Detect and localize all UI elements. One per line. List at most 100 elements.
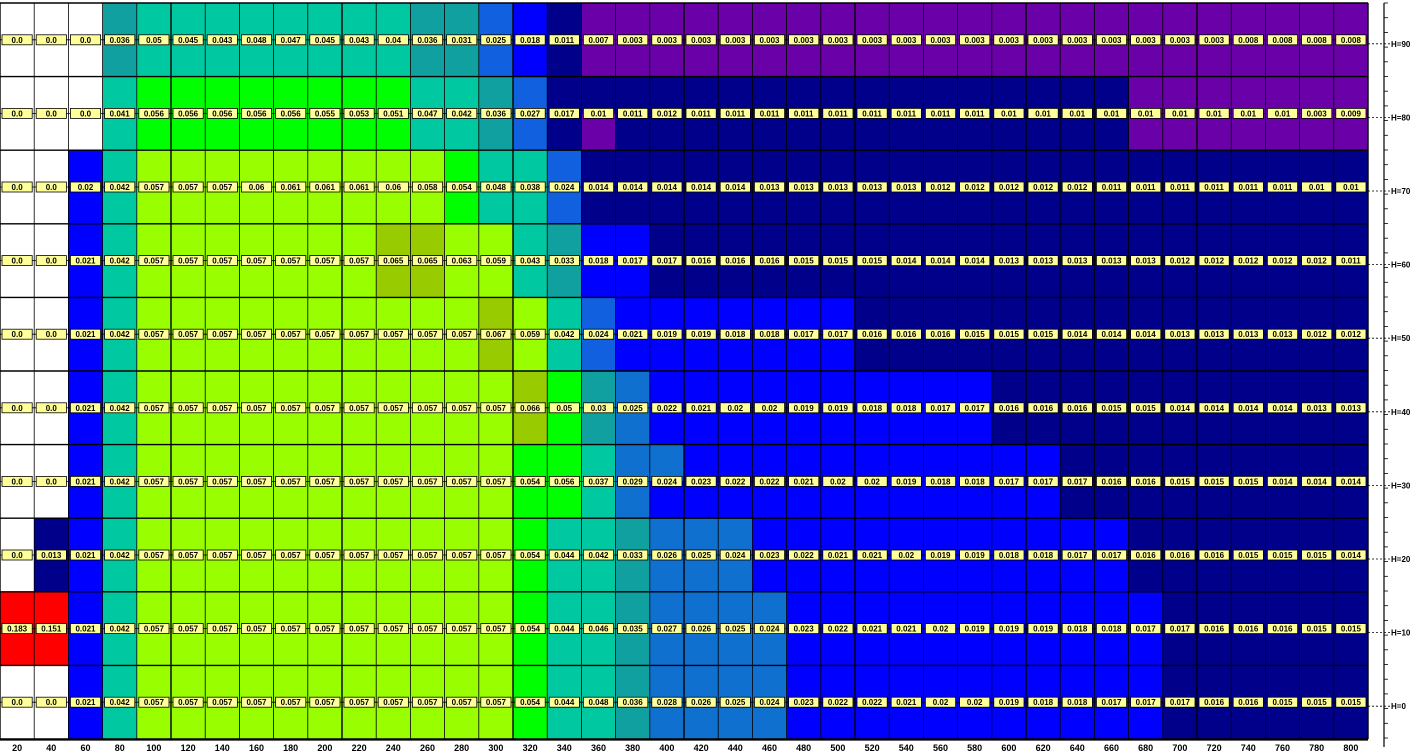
heatmap-cell — [273, 518, 309, 556]
x-tick-label: 740 — [1241, 743, 1256, 753]
heatmap-cell — [307, 297, 343, 335]
heatmap-cell — [820, 555, 856, 593]
heatmap-cell — [1128, 371, 1164, 409]
value-label: 0.019 — [691, 330, 712, 339]
heatmap-cell — [376, 555, 411, 593]
heatmap-cell — [855, 371, 890, 409]
heatmap-cell — [1299, 591, 1335, 629]
value-label: 0.013 — [41, 551, 62, 560]
heatmap-cell — [1265, 260, 1300, 298]
heatmap-cell — [615, 3, 651, 41]
heatmap-cell — [171, 628, 206, 666]
value-label-box — [104, 328, 136, 340]
value-label: 0.012 — [657, 109, 678, 118]
value-label-box — [583, 181, 615, 193]
heatmap-cell — [991, 407, 1027, 445]
heatmap-cell — [1094, 3, 1129, 41]
heatmap-cell — [991, 702, 1027, 740]
x-tick-label: 60 — [80, 743, 90, 753]
value-label-box — [548, 328, 580, 340]
value-label: 0.017 — [1170, 625, 1191, 634]
value-label: 0.054 — [520, 698, 541, 707]
heatmap-cell — [102, 628, 138, 666]
value-label: 0.008 — [1307, 36, 1328, 45]
heatmap-cell — [1094, 444, 1129, 482]
value-label-box — [890, 549, 922, 561]
heatmap-cell — [1162, 591, 1198, 629]
value-label-box — [138, 34, 170, 46]
heatmap-cell — [547, 591, 582, 629]
value-label: 0.003 — [862, 36, 883, 45]
value-label-box — [1027, 623, 1059, 634]
heatmap-cell — [1060, 223, 1095, 261]
value-label: 0.016 — [1204, 625, 1225, 634]
heatmap-cell — [342, 76, 377, 114]
value-label-box — [754, 402, 786, 414]
value-label: 0.033 — [623, 551, 644, 560]
heatmap-cell — [1333, 334, 1369, 372]
value-label-box — [104, 549, 136, 561]
heatmap-cell — [684, 628, 719, 666]
heatmap-cell — [1026, 334, 1061, 372]
heatmap-cell — [513, 187, 548, 225]
value-label: 0.0 — [12, 330, 24, 339]
value-label: 0.0 — [12, 183, 24, 192]
value-label-box — [754, 623, 786, 634]
heatmap-cell — [718, 481, 753, 519]
value-label-box — [583, 623, 615, 634]
heatmap-cell — [718, 39, 753, 77]
value-label: 0.014 — [1238, 404, 1259, 413]
value-label-box — [172, 549, 204, 561]
value-label-box — [309, 255, 341, 267]
heatmap-cell — [547, 260, 582, 298]
value-label: 0.057 — [486, 625, 507, 634]
value-label: 0.022 — [828, 698, 849, 707]
value-label: 0.057 — [383, 551, 404, 560]
value-label: 0.183 — [7, 625, 28, 634]
value-label: 0.044 — [554, 625, 575, 634]
heatmap-cell — [957, 518, 993, 556]
value-label-box — [719, 623, 751, 634]
value-label: 0.02 — [933, 698, 949, 707]
value-label: 0.012 — [1307, 330, 1328, 339]
value-label: 0.057 — [178, 404, 199, 413]
heatmap-cell — [684, 3, 719, 41]
heatmap-cell — [102, 39, 138, 77]
value-label: 0.027 — [657, 625, 678, 634]
value-label-box — [1096, 255, 1128, 267]
x-tick-label: 80 — [115, 743, 125, 753]
value-label-box — [856, 402, 888, 414]
value-label-box — [822, 549, 854, 561]
value-label: 0.056 — [212, 109, 233, 118]
value-label-box — [35, 34, 67, 46]
heatmap-cell — [718, 223, 753, 261]
heatmap-cell — [34, 39, 69, 77]
value-label-box — [309, 549, 341, 561]
heatmap-cell — [786, 187, 822, 225]
value-label: 0.011 — [828, 109, 848, 118]
value-label-box — [411, 623, 443, 634]
value-label: 0.017 — [794, 330, 815, 339]
heatmap-cell — [957, 260, 993, 298]
value-label-box — [685, 181, 717, 193]
heatmap-cell — [1299, 407, 1335, 445]
value-label-box — [138, 181, 170, 193]
heatmap-cell — [718, 518, 753, 556]
heatmap-cell — [820, 150, 856, 188]
value-label: 0.057 — [315, 404, 336, 413]
heatmap-cell — [1299, 481, 1335, 519]
heatmap-cell — [1265, 113, 1300, 151]
value-label-box — [1198, 108, 1230, 119]
heatmap-cell — [547, 3, 582, 41]
value-label: 0.011 — [931, 109, 951, 118]
value-label: 0.057 — [486, 698, 507, 707]
heatmap-cell — [171, 260, 206, 298]
heatmap-cell — [1162, 150, 1198, 188]
value-label-box — [1267, 181, 1299, 193]
heatmap-cell — [239, 591, 274, 629]
heatmap-cell — [820, 260, 856, 298]
value-label-box — [104, 696, 136, 708]
value-label: 0.021 — [75, 330, 96, 339]
value-label-box — [1130, 255, 1162, 267]
value-label: 0.003 — [1170, 36, 1191, 45]
